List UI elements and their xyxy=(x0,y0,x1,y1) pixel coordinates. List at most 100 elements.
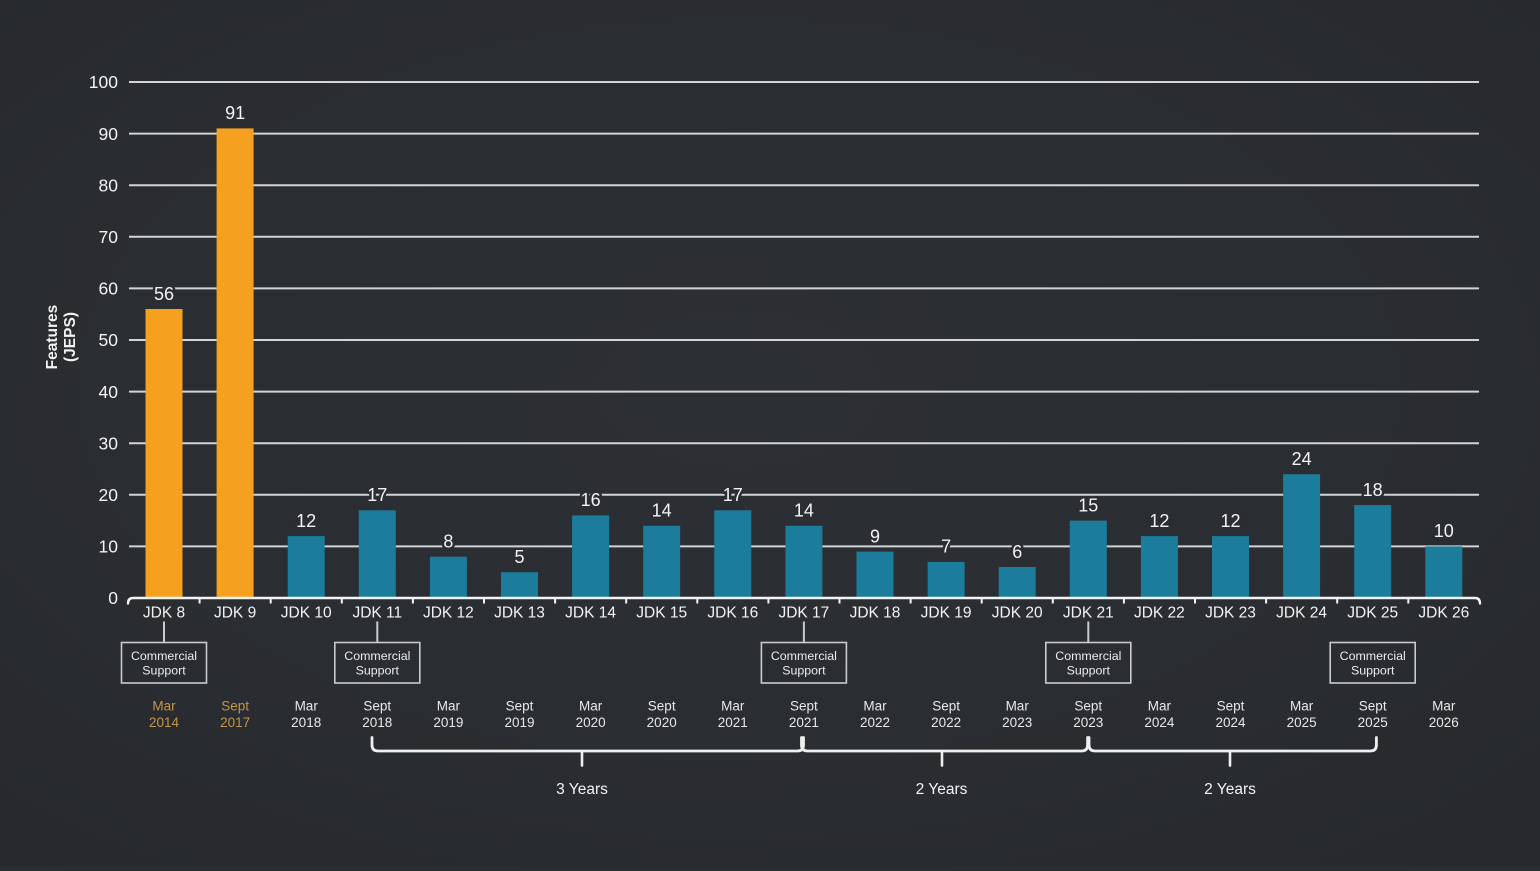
svg-text:JDK 23: JDK 23 xyxy=(1205,604,1256,621)
svg-text:2025: 2025 xyxy=(1358,715,1388,730)
svg-text:Commercial: Commercial xyxy=(1340,649,1406,663)
svg-text:JDK 18: JDK 18 xyxy=(850,604,901,621)
svg-text:2020: 2020 xyxy=(647,715,677,730)
svg-text:JDK 25: JDK 25 xyxy=(1347,604,1398,621)
svg-text:Sept: Sept xyxy=(648,699,676,714)
svg-text:2019: 2019 xyxy=(433,715,463,730)
svg-text:JDK 20: JDK 20 xyxy=(992,604,1043,621)
svg-text:Mar: Mar xyxy=(579,699,603,714)
svg-text:2026: 2026 xyxy=(1429,715,1459,730)
svg-text:Mar: Mar xyxy=(1148,699,1172,714)
svg-text:JDK 9: JDK 9 xyxy=(214,604,256,621)
svg-text:Mar: Mar xyxy=(295,699,319,714)
svg-text:Mar: Mar xyxy=(152,699,176,714)
svg-text:JDK 19: JDK 19 xyxy=(921,604,972,621)
svg-text:2025: 2025 xyxy=(1287,715,1317,730)
svg-text:90: 90 xyxy=(99,124,119,144)
svg-text:JDK 24: JDK 24 xyxy=(1276,604,1327,621)
svg-text:0: 0 xyxy=(108,588,118,608)
svg-text:5: 5 xyxy=(514,547,524,567)
svg-text:JDK 12: JDK 12 xyxy=(423,604,474,621)
svg-text:2021: 2021 xyxy=(789,715,819,730)
svg-text:24: 24 xyxy=(1292,449,1312,469)
svg-text:12: 12 xyxy=(296,511,316,531)
svg-text:Support: Support xyxy=(1067,664,1111,678)
svg-text:Support: Support xyxy=(356,664,400,678)
svg-text:16: 16 xyxy=(581,490,601,510)
svg-text:2022: 2022 xyxy=(860,715,890,730)
svg-text:2023: 2023 xyxy=(1002,715,1032,730)
svg-text:Mar: Mar xyxy=(721,699,745,714)
svg-text:50: 50 xyxy=(99,330,119,350)
svg-text:2017: 2017 xyxy=(220,715,250,730)
svg-text:Features: Features xyxy=(44,305,61,370)
svg-text:Commercial: Commercial xyxy=(344,649,410,663)
svg-text:Sept: Sept xyxy=(1359,699,1387,714)
svg-text:Sept: Sept xyxy=(363,699,391,714)
svg-text:2023: 2023 xyxy=(1073,715,1103,730)
svg-text:Sept: Sept xyxy=(1217,699,1245,714)
svg-text:JDK 15: JDK 15 xyxy=(636,604,687,621)
svg-text:JDK 13: JDK 13 xyxy=(494,604,545,621)
svg-text:Sept: Sept xyxy=(506,699,534,714)
svg-text:7: 7 xyxy=(941,537,951,557)
svg-text:Support: Support xyxy=(142,664,186,678)
svg-text:Commercial: Commercial xyxy=(771,649,837,663)
svg-text:Commercial: Commercial xyxy=(131,649,197,663)
svg-text:JDK 21: JDK 21 xyxy=(1063,604,1114,621)
svg-text:Support: Support xyxy=(1351,664,1395,678)
svg-text:Sept: Sept xyxy=(932,699,960,714)
svg-text:20: 20 xyxy=(99,485,119,505)
svg-text:JDK 16: JDK 16 xyxy=(707,604,758,621)
svg-text:6: 6 xyxy=(1012,542,1022,562)
svg-text:Mar: Mar xyxy=(863,699,887,714)
svg-text:3 Years: 3 Years xyxy=(556,781,608,798)
svg-text:Mar: Mar xyxy=(1006,699,1030,714)
svg-text:8: 8 xyxy=(443,532,453,552)
svg-text:2 Years: 2 Years xyxy=(916,781,968,798)
svg-text:100: 100 xyxy=(89,72,118,92)
svg-text:2014: 2014 xyxy=(149,715,180,730)
svg-text:14: 14 xyxy=(652,501,672,521)
svg-text:JDK 26: JDK 26 xyxy=(1418,604,1469,621)
svg-text:2020: 2020 xyxy=(576,715,606,730)
svg-text:JDK 22: JDK 22 xyxy=(1134,604,1185,621)
svg-text:14: 14 xyxy=(794,501,814,521)
svg-text:(JEPS): (JEPS) xyxy=(62,312,79,362)
svg-text:2024: 2024 xyxy=(1144,715,1175,730)
svg-text:12: 12 xyxy=(1220,511,1240,531)
svg-text:18: 18 xyxy=(1363,480,1383,500)
svg-text:JDK 8: JDK 8 xyxy=(143,604,185,621)
svg-text:2018: 2018 xyxy=(362,715,392,730)
svg-text:2 Years: 2 Years xyxy=(1204,781,1256,798)
svg-text:60: 60 xyxy=(99,279,119,299)
svg-text:30: 30 xyxy=(99,433,119,453)
svg-text:Sept: Sept xyxy=(221,699,249,714)
svg-text:91: 91 xyxy=(225,103,245,123)
svg-text:Support: Support xyxy=(782,664,826,678)
svg-text:2021: 2021 xyxy=(718,715,748,730)
svg-text:17: 17 xyxy=(723,485,743,505)
svg-text:2018: 2018 xyxy=(291,715,321,730)
svg-text:JDK 10: JDK 10 xyxy=(281,604,332,621)
svg-text:2022: 2022 xyxy=(931,715,961,730)
svg-text:40: 40 xyxy=(99,382,119,402)
svg-text:10: 10 xyxy=(1434,521,1454,541)
svg-text:Sept: Sept xyxy=(790,699,818,714)
svg-text:9: 9 xyxy=(870,526,880,546)
svg-text:Mar: Mar xyxy=(1290,699,1314,714)
svg-text:2019: 2019 xyxy=(504,715,534,730)
svg-text:2024: 2024 xyxy=(1215,715,1246,730)
svg-text:Sept: Sept xyxy=(1074,699,1102,714)
svg-text:JDK 17: JDK 17 xyxy=(778,604,829,621)
svg-text:70: 70 xyxy=(99,227,119,247)
svg-text:15: 15 xyxy=(1078,495,1098,515)
svg-text:Commercial: Commercial xyxy=(1055,649,1121,663)
svg-text:JDK 11: JDK 11 xyxy=(352,604,402,621)
svg-text:10: 10 xyxy=(99,537,119,557)
svg-text:80: 80 xyxy=(99,175,119,195)
svg-text:56: 56 xyxy=(154,284,174,304)
svg-text:Mar: Mar xyxy=(437,699,461,714)
svg-text:12: 12 xyxy=(1149,511,1169,531)
svg-text:17: 17 xyxy=(367,485,387,505)
